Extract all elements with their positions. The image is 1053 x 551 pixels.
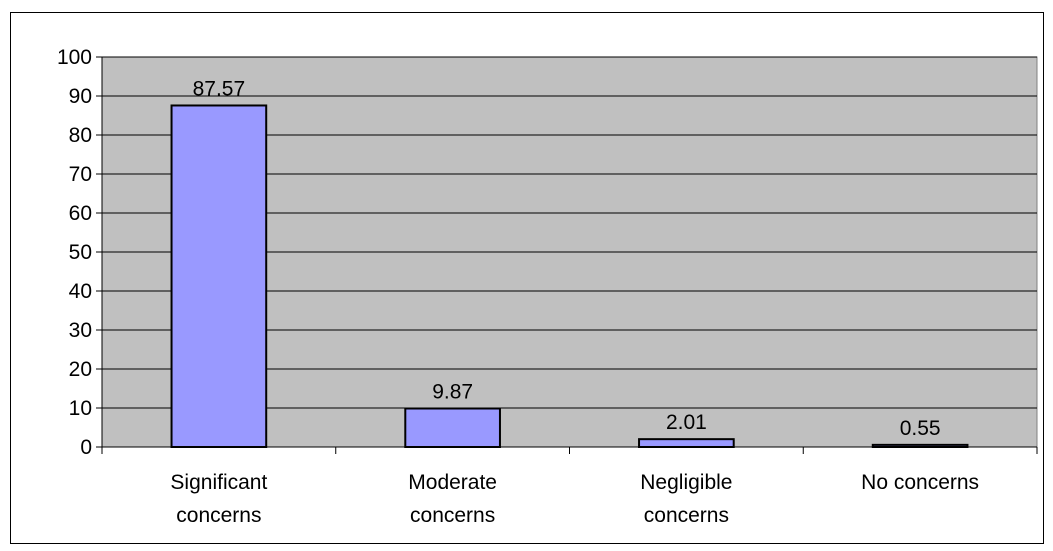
bar [404, 407, 501, 448]
y-tick-label: 90 [69, 85, 92, 108]
bar [170, 104, 268, 449]
x-tick-label: concerns [644, 504, 729, 527]
y-tick-label: 30 [69, 319, 92, 342]
x-tick-label: Moderate [408, 471, 497, 494]
data-label: 2.01 [666, 411, 707, 434]
y-tick-label: 0 [80, 436, 92, 459]
x-tick-label: Negligible [640, 471, 732, 494]
y-tick-label: 40 [69, 280, 92, 303]
bar [638, 438, 735, 449]
y-tick-label: 70 [69, 163, 92, 186]
y-tick-label: 50 [69, 241, 92, 264]
y-tick-label: 10 [69, 397, 92, 420]
y-tick-label: 60 [69, 202, 92, 225]
y-tick-label: 80 [69, 124, 92, 147]
x-tick-label: Significant [170, 471, 267, 494]
y-tick-label: 20 [69, 358, 92, 381]
data-label: 0.55 [900, 417, 941, 440]
x-tick-label: No concerns [861, 471, 979, 494]
x-tick-label: concerns [410, 504, 495, 527]
x-tick-label: concerns [176, 504, 261, 527]
data-label: 87.57 [193, 77, 246, 100]
y-tick-label: 100 [57, 46, 92, 69]
chart-frame: 0 10 20 30 40 50 60 70 80 90 100 87.57 Significant co… [10, 12, 1044, 544]
bar [871, 443, 969, 449]
bar-chart: 0 10 20 30 40 50 60 70 80 90 100 87.57 Significant co… [57, 46, 1038, 527]
data-label: 9.87 [432, 381, 473, 404]
